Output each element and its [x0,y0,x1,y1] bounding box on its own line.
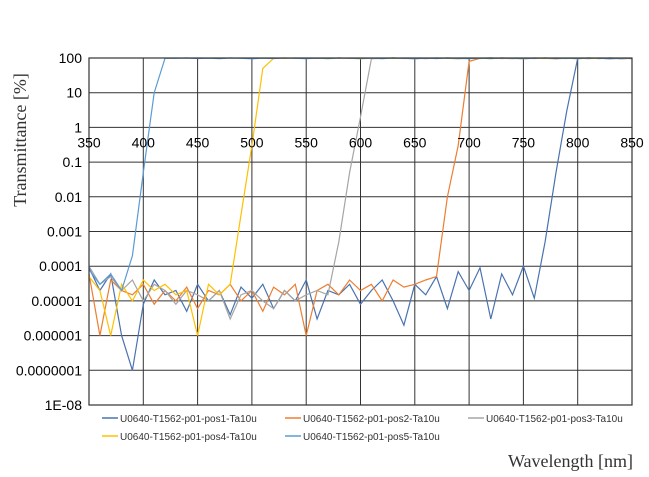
legend-label: U0640-T1562-p01-pos1-Ta10u [120,414,257,425]
legend-label: U0640-T1562-p01-pos3-Ta10u [486,414,623,425]
x-axis-title: Wavelength [nm] [508,451,633,471]
x-tick-label: 450 [186,134,210,150]
plot-frame [88,57,633,406]
x-tick-labels: 350 400 450 500 550 600 650 700 750 800 850 [77,134,644,150]
y-tick-label: 0.0000001 [16,362,82,378]
series-line-pos1 [88,57,633,371]
x-tick-label: 650 [403,134,427,150]
x-tick-label: 400 [132,134,156,150]
y-tick-label: 0.01 [55,189,82,205]
y-tick-label: 0.0001 [39,258,82,274]
y-tick-label: 0.00001 [31,293,82,309]
x-tick-label: 850 [620,134,644,150]
grid [88,57,633,406]
x-tick-label: 500 [240,134,264,150]
x-tick-label: 700 [457,134,481,150]
y-axis-title: Transmittance [%] [10,73,30,207]
y-tick-label: 0.000001 [24,328,83,344]
legend-label: U0640-T1562-p01-pos2-Ta10u [303,414,440,425]
y-tick-label: 0.001 [47,224,82,240]
legend-label: U0640-T1562-p01-pos5-Ta10u [303,432,440,443]
y-tick-label: 1E-08 [45,397,83,413]
x-tick-label: 550 [295,134,319,150]
legend: U0640-T1562-p01-pos1-Ta10u U0640-T1562-p0… [102,414,623,443]
y-tick-label: 100 [59,50,83,66]
y-tick-label: 0.1 [63,154,83,170]
x-tick-label: 600 [349,134,373,150]
y-tick-label: 1 [74,119,82,135]
x-tick-label: 800 [566,134,590,150]
legend-label: U0640-T1562-p01-pos4-Ta10u [120,432,257,443]
y-tick-label: 10 [66,85,82,101]
y-tick-labels: 100 10 1 0.1 0.01 0.001 0.0001 0.00001 0.000001 0… [16,50,82,413]
x-tick-label: 750 [512,134,536,150]
x-tick-label: 350 [77,134,101,150]
